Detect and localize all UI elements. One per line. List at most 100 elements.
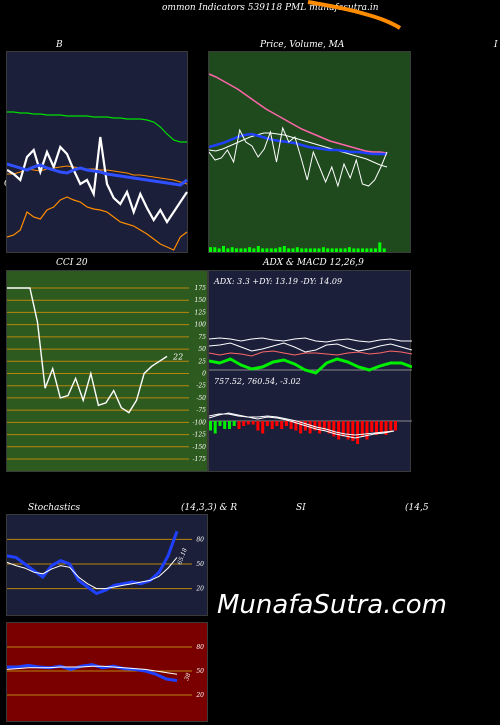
macd-lines	[209, 412, 395, 439]
volume-bar	[352, 248, 356, 252]
osc-tick-label: 20	[195, 586, 204, 593]
cci-tick-label: 175	[195, 285, 207, 292]
macd-histogram-bar	[265, 421, 269, 426]
macd-histogram-bar	[232, 421, 236, 426]
adx-macd-chart: ADX: 3.3 +DY: 13.19 -DY: 14.09 757.52, 7…	[209, 277, 412, 444]
volume-bar	[339, 248, 343, 252]
volume-bar	[278, 247, 282, 252]
macd-histogram-bar	[242, 421, 246, 426]
macd-histogram-bar	[275, 421, 279, 426]
rsi-params: (14,5	[405, 503, 429, 513]
macd-histogram-bar	[365, 421, 369, 440]
volume-bar	[365, 248, 369, 252]
stoch-d-line	[7, 557, 178, 590]
volume-bar	[213, 247, 217, 252]
price-chart	[209, 73, 388, 252]
adx-series-line	[209, 350, 412, 357]
volume-bar	[274, 248, 278, 252]
adx-lines	[209, 337, 412, 375]
cci-tick-label: -100	[193, 419, 207, 426]
macd-histogram-bar	[261, 421, 265, 434]
macd-histogram-bar	[213, 421, 217, 434]
volume-bar	[261, 248, 265, 252]
volume-bar	[287, 248, 291, 252]
price-close-line	[209, 126, 388, 188]
rsi-panel: 80 50 20 38	[6, 622, 208, 722]
cci-chart: 175 150 125 100 75 50 25 0 -25 -50 -75 -100 -125 -150…	[7, 285, 207, 463]
macd-series-line	[209, 413, 395, 436]
cci-line	[7, 287, 168, 414]
macd-histogram-bar	[218, 421, 222, 426]
macd-histogram-bar	[284, 421, 288, 426]
price-panel	[208, 51, 411, 253]
adx-values-label: ADX: 3.3 +DY: 13.19 -DY: 14.09	[213, 277, 342, 286]
macd-histogram-bar	[223, 421, 227, 429]
cci-tick-label: 25	[197, 358, 206, 365]
stoch-grid: 80 50 20	[7, 536, 204, 593]
macd-histogram-bar	[351, 421, 355, 441]
macd-values-label: 757.52, 760.54, -3.02	[214, 377, 301, 386]
macd-histogram-bar	[332, 421, 336, 437]
price-ma-white	[209, 132, 388, 168]
macd-histogram-bar	[346, 421, 350, 440]
adx-macd-panel: ADX: 3.3 +DY: 13.19 -DY: 14.09 757.52, 7…	[208, 270, 412, 472]
macd-histogram-bar	[237, 421, 241, 429]
volume-bar	[226, 248, 230, 252]
volume-bar	[252, 248, 256, 252]
bollinger-ma-line	[7, 162, 188, 187]
bollinger-price-line	[7, 136, 188, 225]
macd-series-line	[209, 412, 395, 439]
macd-histogram-bar	[228, 421, 231, 429]
cci-tick-label: 50	[198, 346, 206, 353]
macd-histogram-bar	[256, 421, 260, 431]
stoch-chart: 80 50 20 65.18	[7, 530, 204, 596]
adx-series-line	[209, 337, 412, 343]
bollinger-chart	[7, 111, 188, 251]
volume-bar	[330, 248, 334, 252]
price-title: Price, Volume, MA	[260, 40, 345, 50]
volume-bar	[282, 246, 286, 252]
volume-bar	[321, 247, 325, 252]
header-orange-trend	[307, 0, 402, 30]
volume-bar	[356, 248, 360, 252]
macd-histogram-bar	[251, 421, 255, 425]
cci-tick-label: 0	[202, 371, 206, 378]
volume-bar	[369, 248, 373, 252]
macd-histogram-bar	[313, 421, 317, 431]
volume-bar	[378, 242, 382, 252]
volume-bar	[222, 246, 225, 252]
rsi-title: SI	[296, 503, 306, 513]
macd-histogram-bar	[209, 421, 212, 431]
volume-bar	[361, 248, 364, 252]
volume-bar	[295, 247, 299, 252]
stoch-k-line	[7, 530, 179, 596]
macd-histogram-bar	[341, 421, 345, 437]
macd-histogram-bar	[294, 421, 298, 431]
osc-tick-label: 50	[196, 668, 204, 675]
rsi-chart: 80 50 20 38	[7, 644, 204, 699]
adx-series-line	[209, 357, 412, 375]
rsi-grid: 80 50 20	[7, 644, 204, 699]
cci-tick-label: 100	[195, 322, 207, 329]
price-ma-pink	[209, 73, 388, 154]
macd-histogram-bar	[280, 421, 284, 429]
cci-tick-label: 75	[198, 334, 206, 341]
cci-title: CCI 20	[56, 258, 88, 268]
rsi-current-label: 38	[183, 672, 192, 682]
volume-bar	[347, 247, 351, 252]
macd-histogram-bar	[337, 421, 341, 440]
rsi-line	[7, 663, 178, 683]
rsi-signal-line	[7, 665, 178, 675]
macd-histogram-bar	[370, 421, 374, 432]
stoch-params: (14,3,3) & R	[181, 503, 238, 513]
volume-bar	[317, 248, 321, 252]
macd-histogram-bar	[327, 421, 331, 434]
volume-bar	[313, 248, 317, 252]
stoch-current-label: 65.18	[176, 547, 189, 566]
cci-tick-label: -150	[193, 444, 207, 451]
volume-bar	[265, 248, 269, 252]
macd-histogram-bar	[394, 421, 397, 431]
osc-tick-label: 80	[196, 536, 204, 543]
volume-bar	[334, 248, 338, 252]
volume-bar	[291, 248, 295, 252]
